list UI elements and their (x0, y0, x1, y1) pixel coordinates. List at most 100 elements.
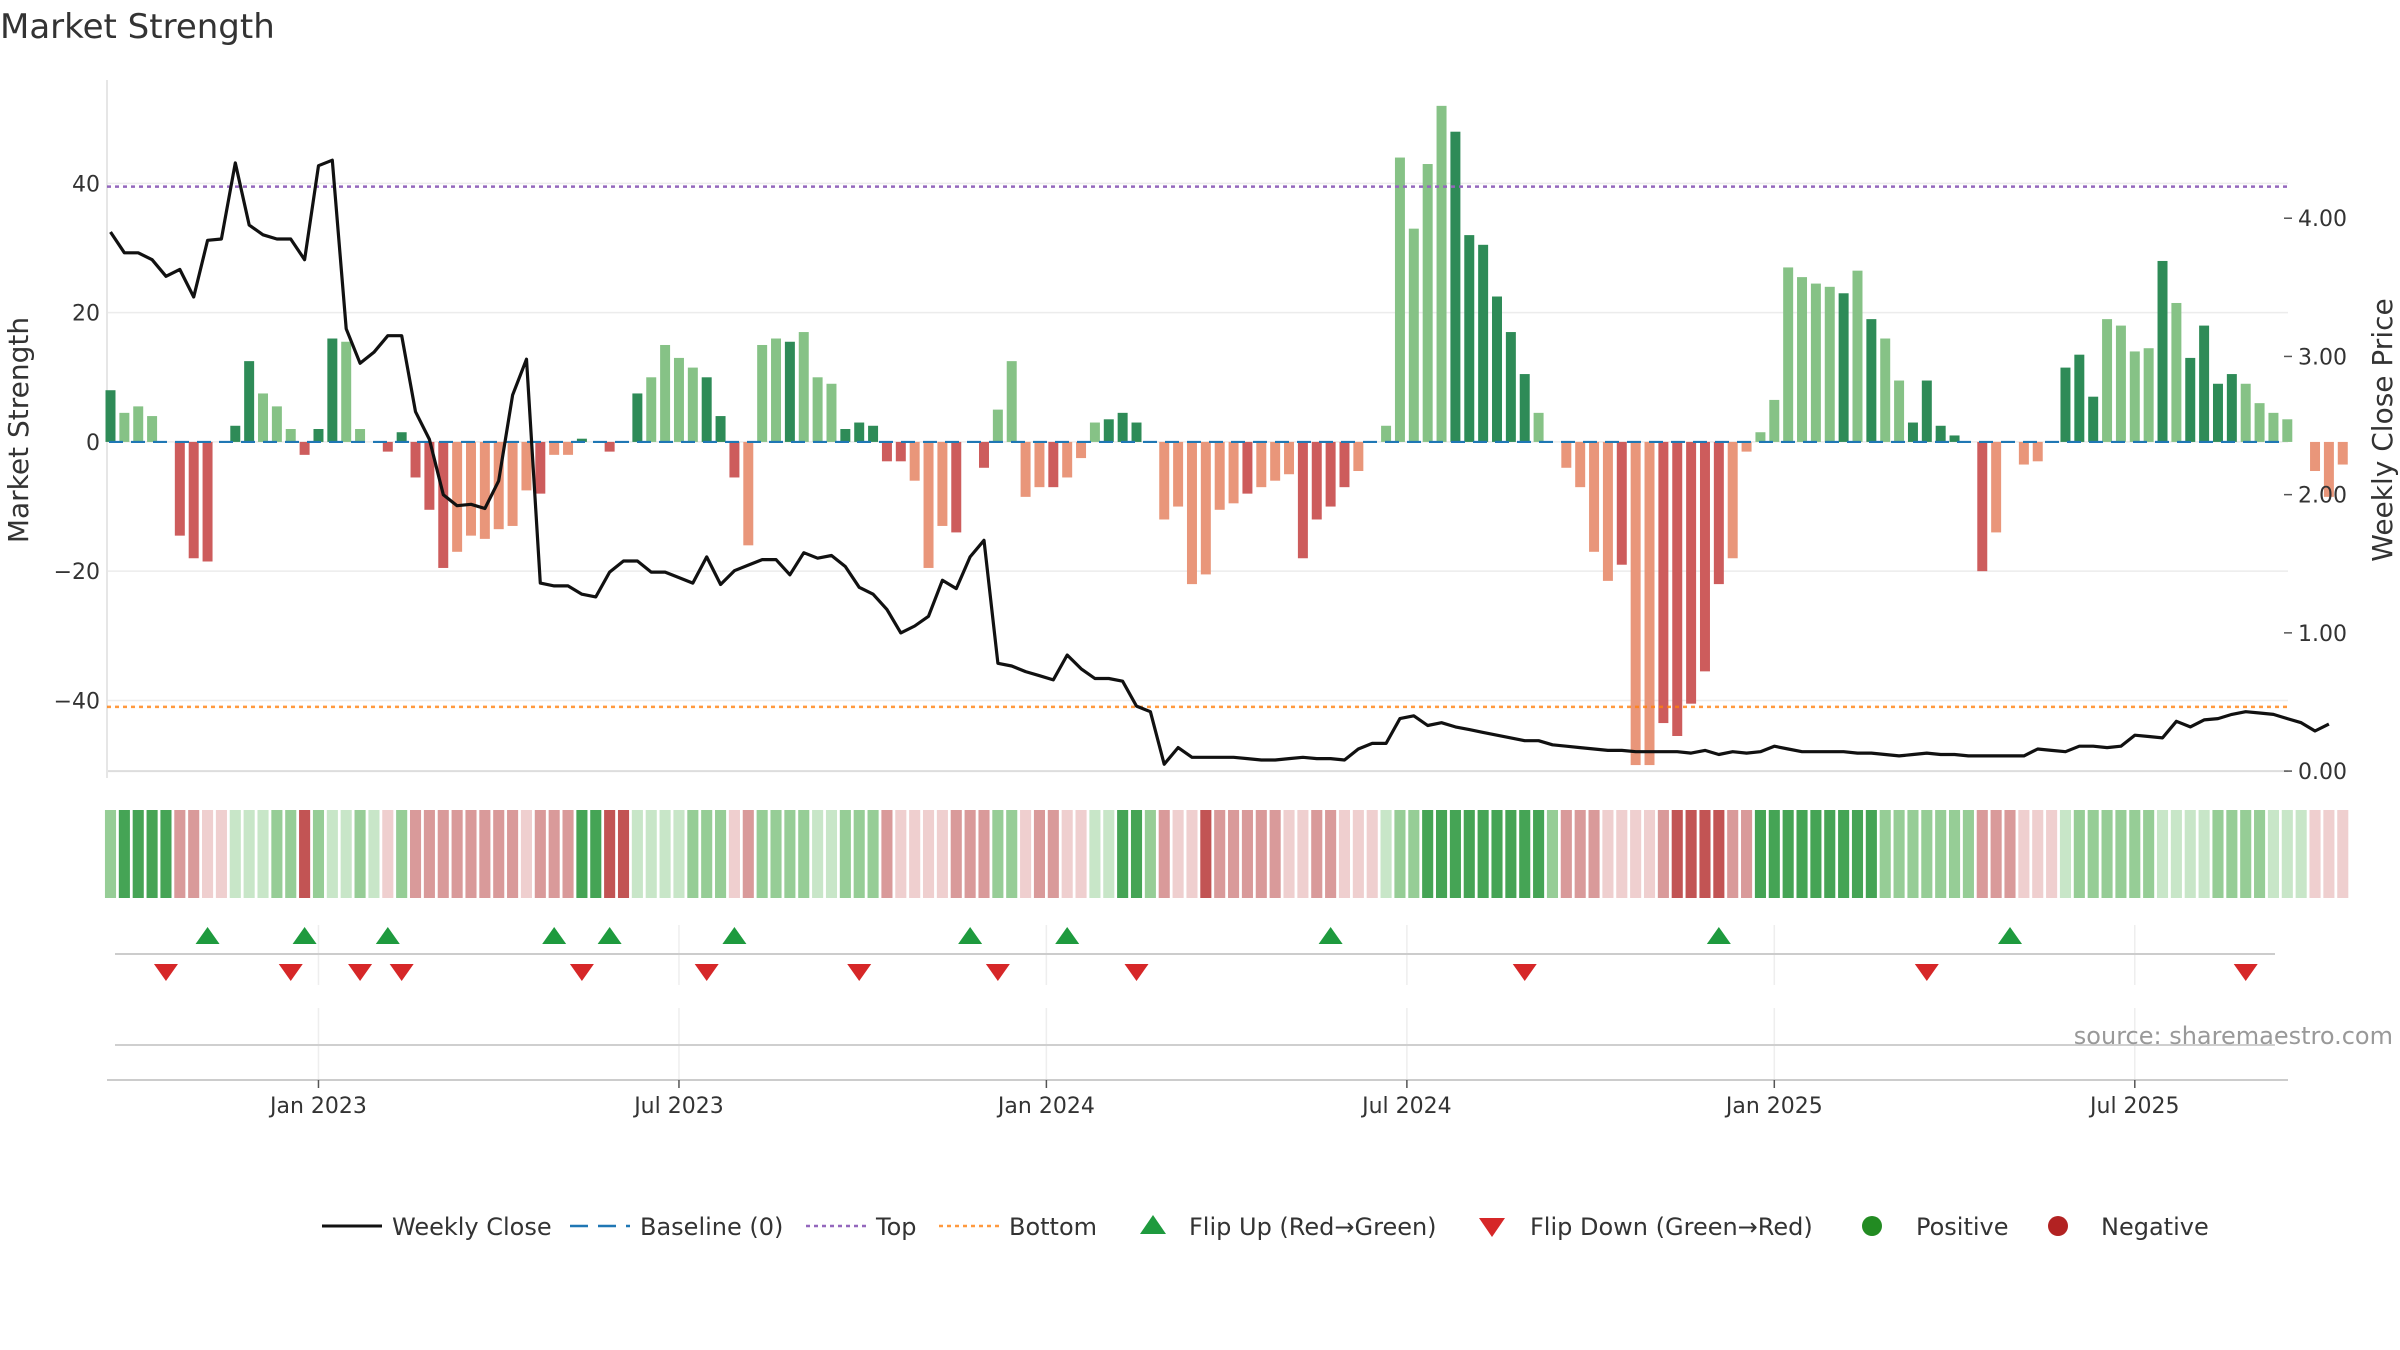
band-cell (576, 810, 588, 898)
flip-up-marker (958, 927, 983, 944)
band-cell (285, 810, 297, 898)
strength-bar (202, 441, 213, 562)
band-cell (118, 810, 130, 898)
band-cell (2254, 810, 2266, 898)
band-cell (1144, 810, 1156, 898)
band-cell (687, 810, 699, 898)
band-cell (1851, 810, 1864, 898)
band-cell (465, 810, 477, 898)
band-cell (451, 810, 463, 898)
strength-bar (784, 341, 795, 442)
chart-title: Market Strength (0, 7, 275, 47)
band-cell (2295, 810, 2307, 898)
strength-bar (1394, 157, 1405, 442)
strength-bar (2212, 383, 2223, 442)
band-cell (909, 810, 921, 898)
strength-bar (1519, 374, 1530, 442)
band-cell (798, 810, 810, 898)
strength-bar (1880, 338, 1891, 442)
strength-bar (258, 393, 269, 442)
band-cell (1241, 810, 1253, 898)
band-cell (1228, 810, 1240, 898)
band-cell (340, 810, 352, 898)
strength-bar (937, 441, 948, 526)
band-cell (1727, 810, 1739, 898)
band-cell (770, 810, 782, 898)
band-cell (1907, 810, 1919, 898)
band-cell (1311, 810, 1323, 898)
strength-bar (1408, 228, 1419, 442)
strength-bar (1048, 441, 1059, 488)
band-cell (715, 810, 727, 898)
strength-bar (424, 441, 435, 510)
strength-bar (868, 425, 879, 442)
strength-bar (1935, 425, 1946, 442)
band-cell (479, 810, 491, 898)
strength-bar (2268, 412, 2279, 442)
strength-bar (1533, 412, 1544, 442)
right-tick-label: 2.00 (2298, 484, 2347, 509)
legend-label: Bottom (1009, 1213, 1097, 1241)
band-cell (1408, 810, 1420, 898)
flip-down-marker (1124, 964, 1149, 981)
band-cell (2198, 810, 2210, 898)
band-cell (1103, 810, 1115, 898)
band-cell (978, 810, 990, 898)
band-cell (1033, 810, 1046, 898)
band-cell (299, 810, 311, 898)
strength-band-strip (104, 810, 2349, 898)
strength-bar (2032, 441, 2043, 462)
right-tick-label: 0.00 (2298, 760, 2347, 785)
band-cell (1838, 810, 1850, 898)
strength-bar (2254, 403, 2265, 442)
band-cell (1657, 810, 1669, 898)
band-cell (1962, 810, 1974, 898)
band-cell (1200, 810, 1212, 898)
strength-bar (2171, 302, 2182, 442)
strength-bar (854, 422, 865, 442)
strength-bar (1006, 361, 1017, 442)
strength-bar (535, 441, 546, 494)
band-cell (1366, 810, 1378, 898)
strength-bar (1381, 425, 1392, 442)
legend-flip-up-swatch (1140, 1215, 1166, 1234)
legend-label: Positive (1916, 1213, 2009, 1241)
strength-bar (1339, 441, 1350, 488)
flip-up-marker (597, 927, 622, 944)
strength-bar (438, 441, 449, 568)
band-cell (2184, 810, 2196, 898)
band-cell (2281, 810, 2293, 898)
band-cell (1283, 810, 1295, 898)
band-cell (534, 810, 546, 898)
strength-bar (2102, 319, 2113, 442)
band-cell (1560, 810, 1572, 898)
strength-bar (2018, 441, 2029, 465)
strength-bar (1630, 441, 1641, 766)
band-cell (964, 810, 976, 898)
band-cell (701, 810, 713, 898)
band-cell (1671, 810, 1683, 898)
flip-up-marker (1055, 927, 1080, 944)
strength-bar (2337, 441, 2348, 465)
legend-label: Flip Down (Green→Red) (1530, 1213, 1813, 1241)
strength-bar (549, 441, 560, 455)
strength-bar (1769, 399, 1780, 442)
strength-bar (1186, 441, 1197, 585)
band-cell (1921, 810, 1933, 898)
strength-bar (1270, 441, 1281, 481)
band-cell (1588, 810, 1600, 898)
band-cell (1269, 810, 1281, 898)
band-cell (2129, 810, 2141, 898)
band-cell (1020, 810, 1032, 898)
band-cell (1865, 810, 1877, 898)
strength-bar (646, 377, 657, 442)
strength-bars (105, 105, 2348, 766)
strength-bar (743, 441, 754, 546)
strength-bar (521, 441, 532, 491)
band-cell (950, 810, 962, 898)
legend: Weekly Close Baseline (0) Top Bottom Flip Up… (322, 1213, 2209, 1241)
band-cell (1186, 810, 1198, 898)
strength-bar (2129, 351, 2140, 442)
x-axis-ticks: Jan 2023 Jul 2023 Jan 2024 Jul 2024 Jan 2025… (268, 1080, 2180, 1119)
weekly-close-line (109, 158, 2330, 766)
